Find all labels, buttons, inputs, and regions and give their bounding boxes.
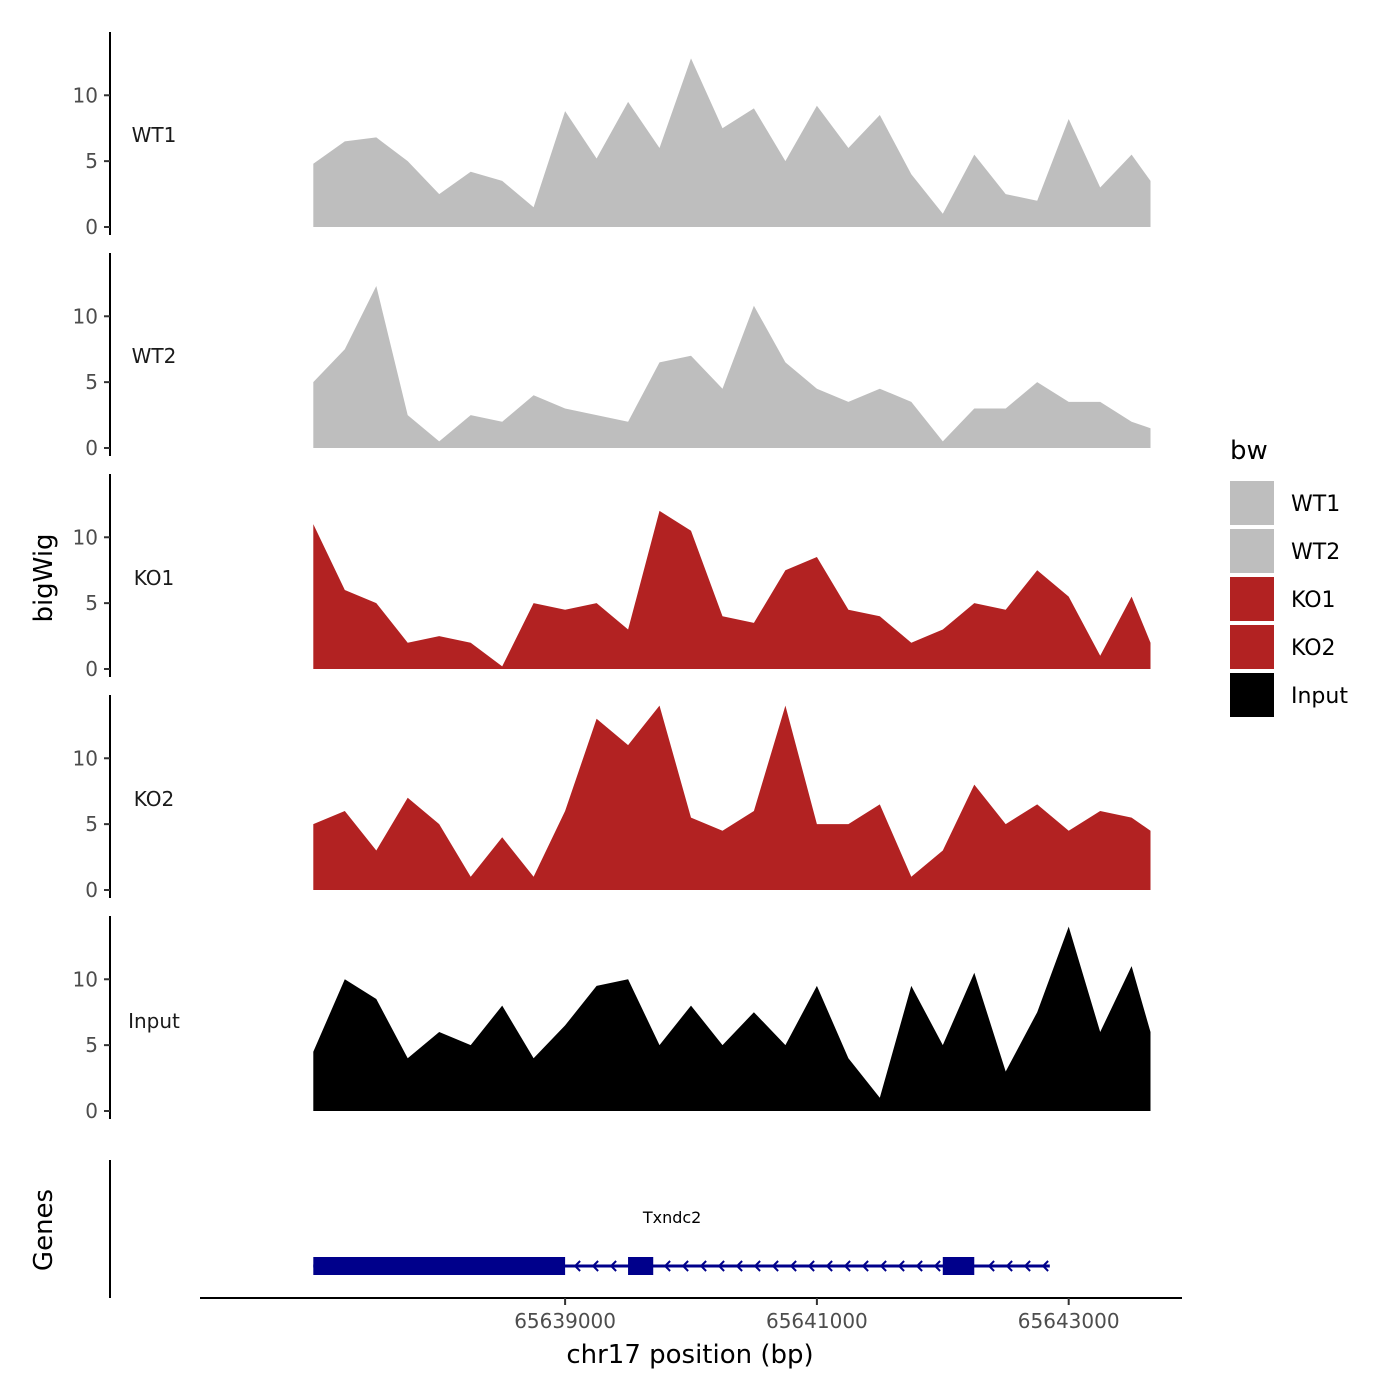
y-tick-label: 5 [85,812,98,836]
strand-chevron [1023,1260,1031,1272]
y-tick-label: 5 [85,149,98,173]
coverage-area-WT2 [313,286,1151,448]
exon-1 [313,1257,566,1275]
track-Input: 0 5 10 Input [73,916,1151,1123]
y-tick-label: 5 [85,1033,98,1057]
strand-chevron [861,1260,869,1272]
y-tick-label: 5 [85,370,98,394]
legend-key-Input [1230,673,1274,717]
exon-2 [628,1257,654,1275]
strand-chevron [717,1260,725,1272]
legend-label-WT1: WT1 [1291,492,1340,517]
strand-chevron [573,1260,581,1272]
strand-chevron [933,1260,941,1272]
legend-label-Input: Input [1291,684,1348,709]
strand-chevron [1005,1260,1013,1272]
track-label-WT2: WT2 [132,344,177,368]
x-tick-label: 65641000 [766,1309,868,1333]
gene-track-title: Genes [29,1189,59,1271]
exon-3 [942,1257,975,1275]
strand-chevron [915,1260,923,1272]
y-tick-label: 0 [85,436,98,460]
strand-chevron [1041,1260,1049,1272]
track-label-KO1: KO1 [134,566,175,590]
track-label-KO2: KO2 [134,787,175,811]
track-label-Input: Input [128,1009,180,1033]
legend-label-KO2: KO2 [1291,636,1336,661]
y-tick-label: 0 [85,1099,98,1123]
legend: bw WT1 WT2 KO1 KO2 Input [1230,436,1348,717]
strand-chevron [699,1260,707,1272]
track-WT1: 0 5 10 WT1 [73,32,1151,239]
track-KO2: 0 5 10 KO2 [73,695,1151,902]
legend-key-WT2 [1230,529,1274,573]
x-axis-title: chr17 position (bp) [566,1340,813,1370]
coverage-area-KO2 [313,705,1151,890]
x-axis: 65639000 65641000 65643000 [200,1297,1182,1333]
y-tick-label: 10 [73,525,98,549]
legend-key-KO2 [1230,625,1274,669]
legend-label-WT2: WT2 [1291,540,1340,565]
strand-chevron [609,1260,617,1272]
strand-chevron [807,1260,815,1272]
y-tick-label: 0 [85,215,98,239]
y-tick-label: 10 [73,967,98,991]
coverage-area-Input [313,926,1151,1111]
coverage-area-KO1 [313,510,1151,669]
track-WT2: 0 5 10 WT2 [73,253,1151,460]
legend-key-KO1 [1230,577,1274,621]
y-tick-label: 10 [73,304,98,328]
gene-name: Txndc2 [642,1208,702,1227]
strand-chevron [753,1260,761,1272]
legend-title: bw [1230,436,1268,466]
x-tick-label: 65639000 [514,1309,616,1333]
y-tick-label: 10 [73,83,98,107]
strand-chevron [681,1260,689,1272]
track-KO1: 0 5 10 KO1 [73,474,1151,681]
strand-chevron [843,1260,851,1272]
gene-track: Txndc2 [109,1160,1050,1298]
coverage-tracks: 0 5 10 WT1 0 5 10 WT2 0 5 10 KO1 0 5 10 KO2 0 5 10 Input [73,32,1151,1123]
strand-chevron [663,1260,671,1272]
y-tick-label: 0 [85,878,98,902]
strand-chevron [591,1260,599,1272]
y-tick-label: 0 [85,657,98,681]
legend-label-KO1: KO1 [1291,588,1336,613]
x-tick-label: 65643000 [1018,1309,1120,1333]
strand-chevron [825,1260,833,1272]
y-tick-label: 10 [73,746,98,770]
strand-chevron [771,1260,779,1272]
strand-chevron [987,1260,995,1272]
coverage-area-WT1 [313,58,1151,228]
strand-chevron [897,1260,905,1272]
strand-chevron [879,1260,887,1272]
legend-key-WT1 [1230,481,1274,525]
y-tick-label: 5 [85,591,98,615]
strand-chevron [789,1260,797,1272]
strand-chevron [735,1260,743,1272]
track-label-WT1: WT1 [132,123,177,147]
y-axis-title: bigWig [29,533,59,622]
